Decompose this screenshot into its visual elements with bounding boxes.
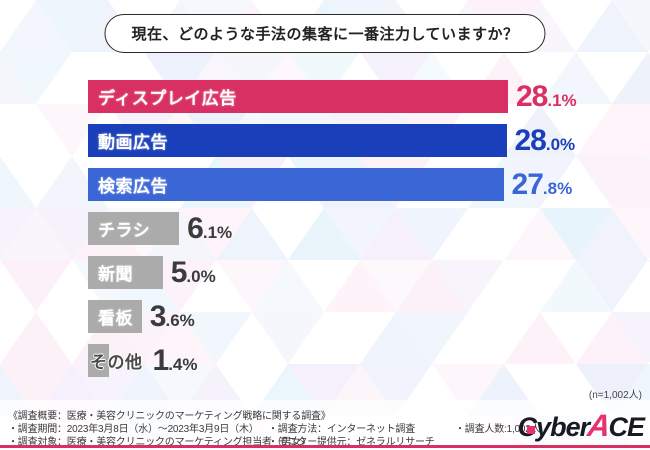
survey-target: ・調査対象：医療・美容クリニックのマーケティング担当者（男女） — [8, 437, 311, 448]
bar-label: ディスプレイ広告 — [98, 89, 237, 108]
bar-chart: ディスプレイ広告 28.1% 動画広告 28.0% 検索広告 27.8% チラシ 6.1% 新聞… — [88, 80, 648, 388]
logo-cyber-text: Cyber — [517, 412, 591, 442]
bar-row: ディスプレイ広告 28.1% — [88, 80, 648, 113]
bar-value: 5.0% — [170, 255, 216, 289]
chart-title: 現在、どのような手法の集客に一番注力していますか？ — [104, 14, 546, 53]
bar-row: 動画広告 28.0% — [88, 124, 648, 157]
sample-size-note: (n=1,002人) — [588, 390, 642, 401]
bar: 新聞 — [88, 256, 163, 289]
bar-value: 28.0% — [514, 123, 576, 157]
bar-label: 新聞 — [98, 265, 133, 284]
bar-value: 1.4% — [152, 343, 198, 377]
survey-monitor: ・モニター提供元：ゼネラルリサーチ — [268, 437, 435, 448]
bar: 動画広告 — [88, 124, 507, 157]
bar-value: 27.8% — [511, 167, 573, 201]
survey-footer: 《調査概要：医療・美容クリニックのマーケティング戦略に関する調査》 ・調査期間：… — [0, 400, 650, 450]
survey-period: ・調査期間：2023年3月8日（水）～2023年3月9日（木） — [8, 424, 259, 435]
bar: 検索広告 — [88, 168, 504, 201]
bar-row: その他 1.4% — [88, 344, 648, 377]
bar-value: 28.1% — [516, 79, 577, 113]
survey-overview: 《調査概要：医療・美容クリニックのマーケティング戦略に関する調査》 — [8, 411, 331, 422]
bar-row: 看板 3.6% — [88, 300, 648, 333]
bar-label: 検索広告 — [98, 177, 168, 196]
bar-label: 看板 — [98, 309, 133, 328]
bar-label: チラシ — [98, 221, 151, 240]
bar: ディスプレイ広告 — [88, 80, 508, 113]
footer-accent-line — [0, 445, 650, 448]
logo-dot-icon — [526, 426, 535, 434]
logo-a-mark: A — [585, 408, 612, 443]
survey-method: ・調査方法：インターネット調査 — [268, 424, 415, 435]
cyberace-logo: Cyber ACE — [517, 408, 645, 443]
bar-label: 動画広告 — [98, 133, 168, 152]
survey-people: ・調査人数:1,002人 — [455, 424, 541, 435]
bar-row: 新聞 5.0% — [88, 256, 648, 289]
bar-row: 検索広告 27.8% — [88, 168, 648, 201]
bar-value: 6.1% — [187, 211, 233, 245]
logo-ce-text: CE — [608, 412, 645, 442]
bar — [88, 344, 109, 377]
bar: 看板 — [88, 300, 142, 333]
bar: チラシ — [88, 212, 180, 245]
bar-row: チラシ 6.1% — [88, 212, 648, 245]
bar-value: 3.6% — [149, 299, 195, 333]
bar-label: その他 — [90, 353, 143, 372]
